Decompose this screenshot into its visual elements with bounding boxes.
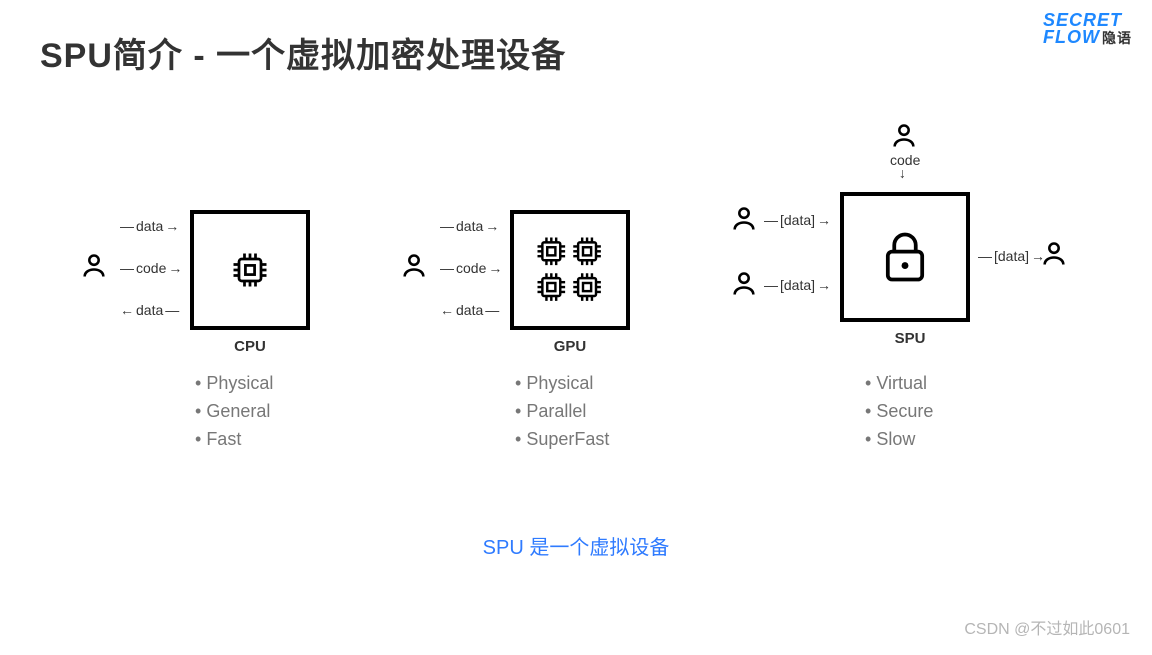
- person-icon: [1040, 240, 1068, 268]
- logo: SECRET FLOW隐语: [1043, 12, 1132, 46]
- spu-arrow-right: —[data]→: [976, 248, 1047, 264]
- person-icon: [730, 270, 758, 298]
- gpu-box: [510, 210, 630, 330]
- spu-bullets: Virtual Secure Slow: [865, 370, 933, 454]
- cpu-label: CPU: [190, 338, 310, 355]
- footnote: SPU 是一个虚拟设备: [0, 531, 1152, 560]
- cpu-box: [190, 210, 310, 330]
- lock-icon: [879, 228, 931, 286]
- gpu-arrow-out: ←data—: [438, 302, 501, 318]
- logo-line2: FLOW隐语: [1043, 29, 1132, 46]
- gpu-bullets: Physical Parallel SuperFast: [515, 370, 609, 454]
- cpu-arrow-out: ←data—: [118, 302, 181, 318]
- gpu-arrow-in1: —data→: [438, 218, 501, 234]
- cpu-arrow-in2: —code→: [118, 260, 184, 276]
- gpu-arrow-in2: —code→: [438, 260, 504, 276]
- spu-label: SPU: [845, 330, 975, 347]
- chip-icon: [228, 248, 272, 292]
- person-icon: [730, 205, 758, 233]
- person-icon: [400, 252, 428, 280]
- spu-arrow-top: code →: [890, 152, 920, 182]
- multi-chip-icon: [531, 231, 609, 309]
- diagram-stage: —data→ —code→ ←data— CPU Physical: [0, 140, 1152, 540]
- spu-box: [840, 192, 970, 322]
- cpu-arrow-in1: —data→: [118, 218, 181, 234]
- spu-arrow-left2: —[data]→: [762, 277, 833, 293]
- person-icon: [890, 122, 918, 150]
- person-icon: [80, 252, 108, 280]
- watermark: CSDN @不过如此0601: [964, 615, 1130, 639]
- cpu-bullets: Physical General Fast: [195, 370, 273, 454]
- gpu-label: GPU: [510, 338, 630, 355]
- spu-arrow-left1: —[data]→: [762, 212, 833, 228]
- page-title: SPU简介 - 一个虚拟加密处理设备: [40, 28, 566, 77]
